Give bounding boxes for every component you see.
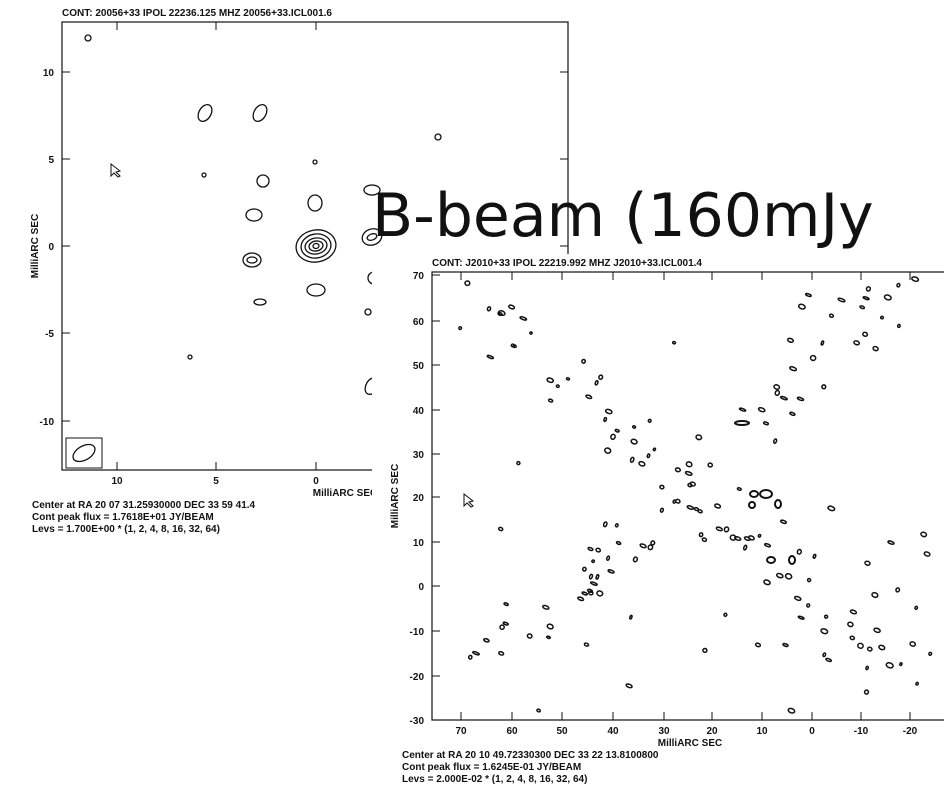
- footer-line: Cont peak flux = 1.7618E+01 JY/BEAM: [32, 512, 214, 523]
- y-tick-label: -20: [410, 672, 425, 683]
- x-tick-label: 60: [506, 726, 518, 737]
- x-tick-label: 50: [556, 726, 568, 737]
- x-axis-label: MilliARC SEC: [313, 488, 377, 499]
- y-tick-label: 0: [418, 582, 424, 593]
- y-tick-label: 5: [48, 155, 54, 166]
- footer-line: Center at RA 20 07 31.25930000 DEC 33 59…: [32, 500, 256, 511]
- overlay-title: B-beam (160mJy: [372, 181, 874, 251]
- page: CONT: 20056+33 IPOL 22236.125 MHZ 20056+…: [0, 0, 944, 791]
- y-tick-label: -10: [410, 627, 425, 638]
- x-tick-label: 0: [313, 476, 319, 487]
- x-tick-label: 0: [809, 726, 815, 737]
- y-tick-label: 0: [48, 242, 54, 253]
- slide: CONT: 20056+33 IPOL 22236.125 MHZ 20056+…: [0, 0, 944, 791]
- x-tick-label: 40: [607, 726, 619, 737]
- y-tick-label: -10: [40, 417, 55, 428]
- y-tick-label: -5: [45, 329, 54, 340]
- x-tick-label: 10: [111, 476, 123, 487]
- footer-line: Center at RA 20 10 49.72330300 DEC 33 22…: [402, 750, 659, 761]
- y-tick-label: 30: [413, 450, 425, 461]
- y-tick-label: 10: [43, 68, 55, 79]
- x-tick-label: -10: [854, 726, 869, 737]
- x-tick-label: -20: [903, 726, 918, 737]
- plot-title: CONT: 20056+33 IPOL 22236.125 MHZ 20056+…: [62, 8, 332, 19]
- plot-title: CONT: J2010+33 IPOL 22219.992 MHZ J2010+…: [432, 258, 702, 269]
- y-tick-label: 20: [413, 493, 425, 504]
- y-tick-label: 60: [413, 317, 425, 328]
- plot-background: [372, 254, 944, 791]
- footer-line: Levs = 1.700E+00 * (1, 2, 4, 8, 16, 32, …: [32, 524, 220, 535]
- x-tick-label: 20: [706, 726, 718, 737]
- footer-line: Cont peak flux = 1.6245E-01 JY/BEAM: [402, 762, 581, 773]
- y-tick-label: 70: [413, 271, 425, 282]
- y-axis-label: MilliARC SEC: [390, 464, 401, 528]
- footer-line: Levs = 2.000E-02 * (1, 2, 4, 8, 16, 32, …: [402, 774, 587, 785]
- y-tick-label: 10: [413, 538, 425, 549]
- x-tick-label: 10: [756, 726, 768, 737]
- x-axis-label: MilliARC SEC: [658, 738, 722, 749]
- y-tick-label: 40: [413, 406, 425, 417]
- y-axis-label: MilliARC SEC: [30, 214, 41, 278]
- x-tick-label: 30: [658, 726, 670, 737]
- y-tick-label: 50: [413, 361, 425, 372]
- x-tick-label: 5: [213, 476, 219, 487]
- y-tick-label: -30: [410, 716, 425, 727]
- x-tick-label: 70: [455, 726, 467, 737]
